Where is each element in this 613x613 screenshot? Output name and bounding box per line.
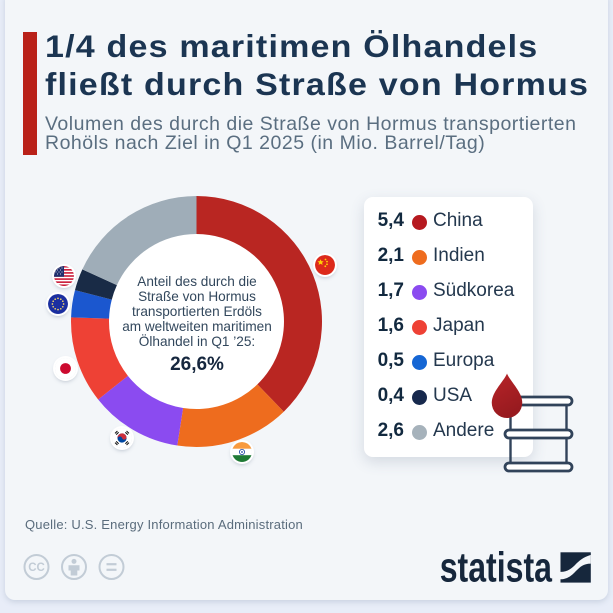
svg-text:CC: CC: [28, 562, 45, 574]
svg-text:statista: statista: [440, 548, 553, 590]
